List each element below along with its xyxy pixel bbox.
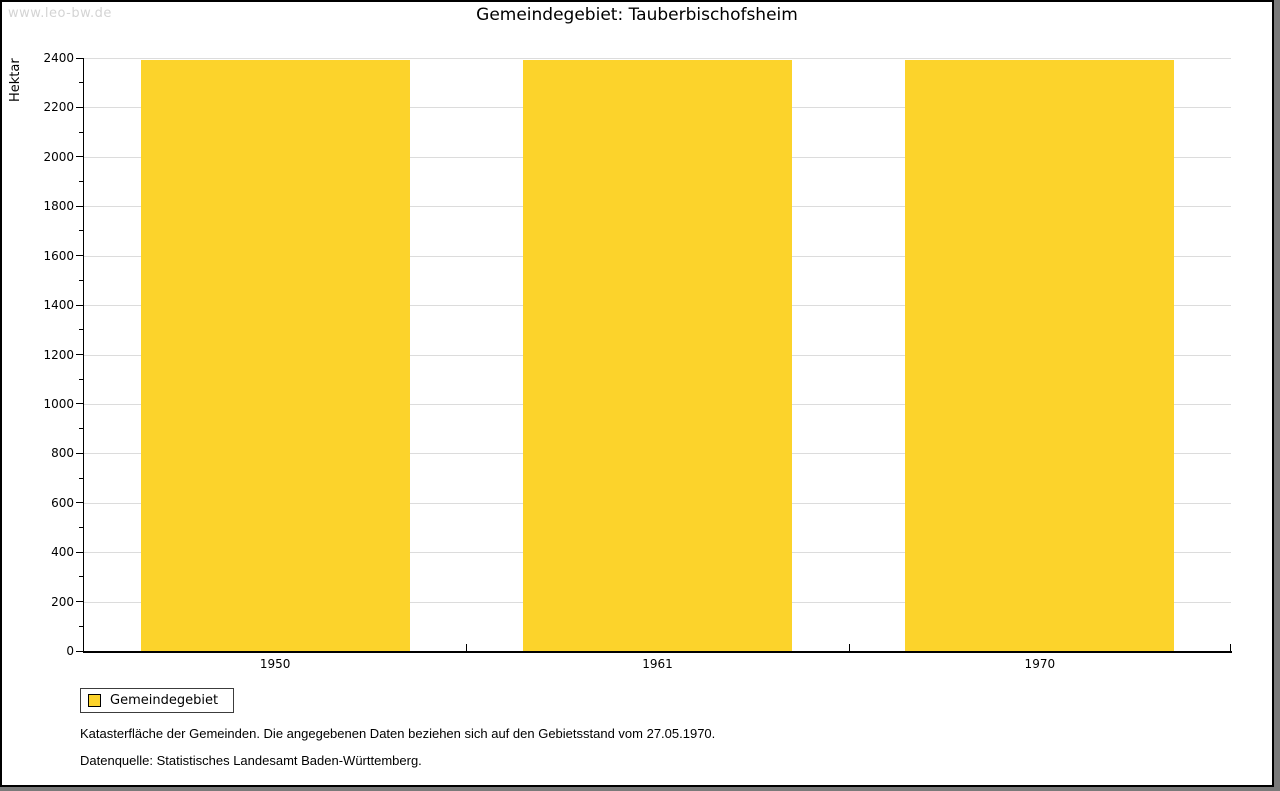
y-axis-minor-tick-500 [79,526,83,528]
bar-1961 [523,60,792,651]
y-axis-minor-tick-1300 [79,329,83,331]
y-axis-tick-1400 [76,304,83,306]
legend-label: Gemeindegebiet [110,693,219,708]
y-tick-label-1800: 1800 [43,199,74,214]
y-axis-tick-1000 [76,403,83,405]
y-axis-minor-tick-100 [79,625,83,627]
y-axis-minor-tick-1900 [79,181,83,183]
legend: Gemeindegebiet [80,688,235,713]
y-axis-line [83,58,84,651]
y-axis-tick-800 [76,452,83,454]
y-axis-tick-200 [76,601,83,603]
y-tick-label-800: 800 [51,446,74,461]
y-axis-minor-tick-900 [79,428,83,430]
chart-title: Gemeindegebiet: Tauberbischofsheim [476,5,798,25]
y-tick-label-0: 0 [66,644,74,658]
y-axis-minor-tick-1700 [79,230,83,232]
x-axis-tick [466,644,468,651]
footnote-description: Katasterfläche der Gemeinden. Die angege… [80,726,716,741]
y-axis-tick-1800 [76,205,83,207]
x-axis-end-tick [1230,644,1231,651]
y-tick-label-200: 200 [51,594,74,609]
y-tick-label-1000: 1000 [43,396,74,411]
y-tick-label-2400: 2400 [43,51,74,65]
x-tick-label-1950: 1950 [259,657,291,671]
y-tick-label-600: 600 [51,495,74,510]
y-axis-tick-2200 [76,106,83,108]
bar-1970 [905,60,1174,651]
y-axis-tick-1200 [76,354,83,355]
plot-area: 1950 1961 1970 0 200 400 600 800 1000 1200 1400 160… [43,52,1232,671]
y-tick-label-400: 400 [51,545,74,560]
y-axis-title: Hektar [8,58,23,102]
y-tick-label-1400: 1400 [43,298,74,313]
legend-swatch-gemeindegebiet [88,694,101,707]
x-tick-label-1961: 1961 [642,657,673,671]
y-axis-minor-tick-1500 [79,279,83,281]
y-axis-minor-tick-700 [79,477,83,479]
y-axis-tick-2000 [76,156,83,158]
y-axis-tick-0 [76,650,83,652]
y-axis-tick-1600 [76,255,83,257]
y-axis-minor-tick-300 [79,576,83,578]
x-axis-tick [848,644,850,651]
bar-1950 [141,60,410,651]
x-tick-label-1970: 1970 [1024,657,1056,671]
x-axis-line [83,651,1232,653]
y-tick-label-1200: 1200 [43,347,74,362]
footnote-source: Datenquelle: Statistisches Landesamt Bad… [80,753,422,768]
y-axis-tick-600 [76,502,83,504]
y-axis-tick-400 [76,551,83,553]
y-axis-tick-2400 [76,57,83,59]
y-axis-minor-tick-2300 [79,82,83,84]
y-axis-minor-tick-1100 [79,378,83,380]
watermark: www.leo-bw.de [8,6,112,21]
y-tick-label-1600: 1600 [43,248,74,263]
gridline-2400 [84,58,1231,59]
y-tick-label-2000: 2000 [43,149,74,164]
y-axis-minor-tick-2100 [79,131,83,133]
y-tick-label-2200: 2200 [43,100,74,115]
